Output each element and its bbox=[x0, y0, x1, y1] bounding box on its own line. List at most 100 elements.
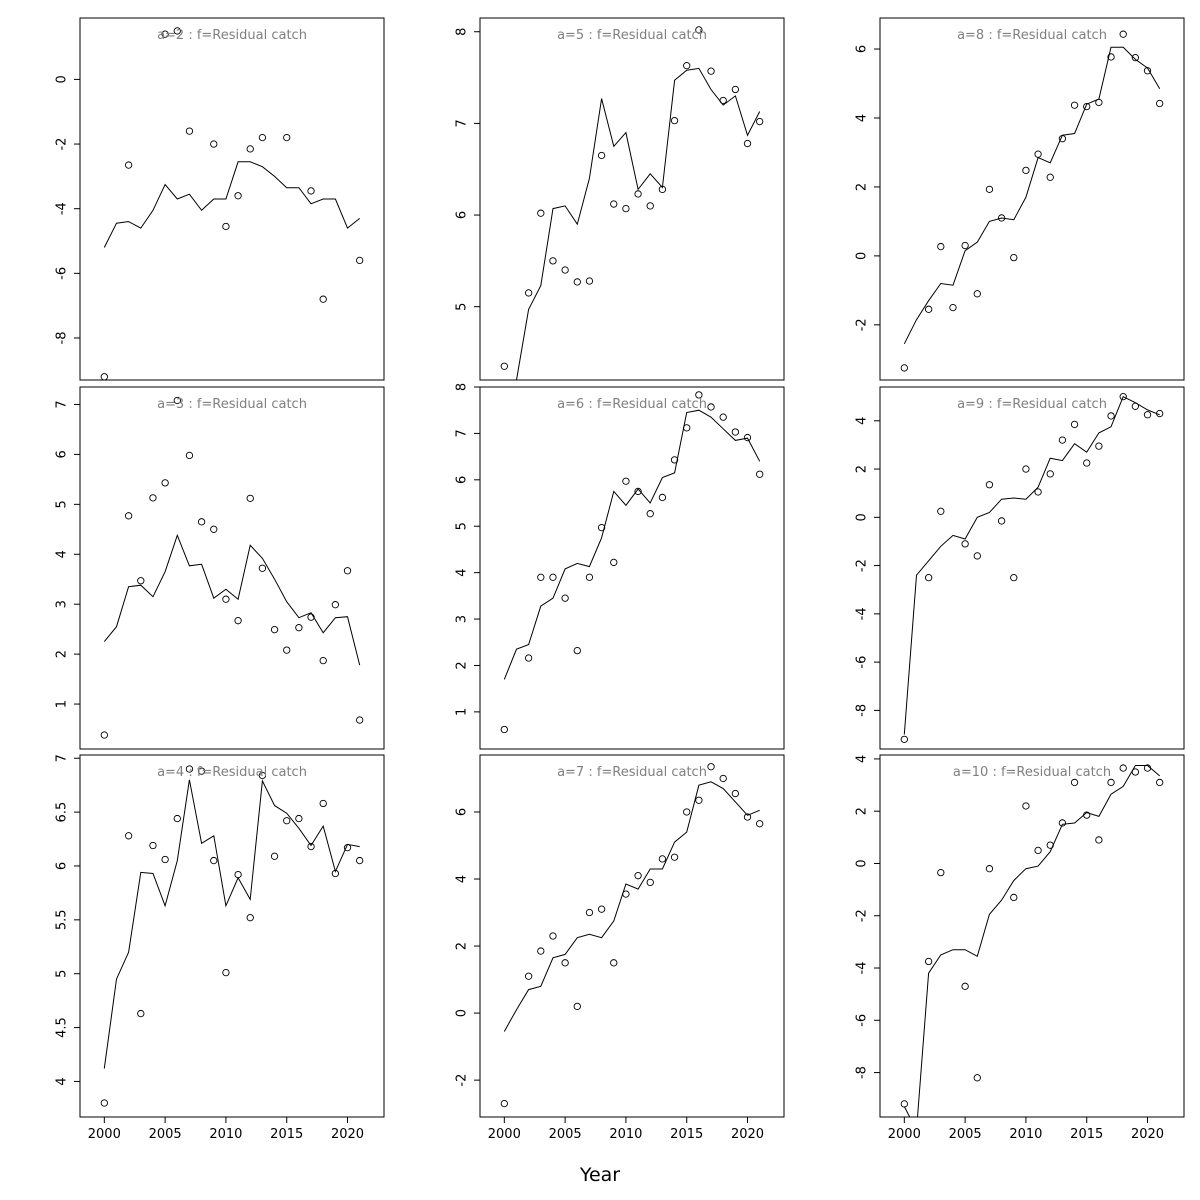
observed-point bbox=[100, 1099, 108, 1107]
panel-title: a=6 : f=Residual catch bbox=[557, 397, 707, 412]
observed-point bbox=[246, 494, 254, 502]
observed-point bbox=[756, 470, 764, 478]
observed-point bbox=[670, 456, 679, 464]
plot-frame bbox=[79, 754, 385, 1118]
panel-grid: -8 -6 -4 -2 0 a=2 : f=Residual catch 5 6 7 8 a=5 :… bbox=[55, 17, 1185, 1142]
plot-frame bbox=[79, 386, 385, 750]
plot-frame bbox=[479, 754, 785, 1118]
observed-point bbox=[1107, 778, 1115, 787]
observed-point bbox=[319, 295, 327, 303]
observed-point bbox=[937, 868, 945, 877]
observed-point bbox=[100, 731, 108, 739]
observed-point bbox=[549, 573, 557, 581]
observed-point bbox=[234, 870, 242, 879]
y-tick-label: 5 bbox=[55, 500, 70, 508]
panel-3: 1 2 3 4 5 6 7 a=3 : f=Residual catch bbox=[55, 386, 385, 750]
observed-point bbox=[597, 905, 606, 913]
observed-point bbox=[634, 872, 642, 880]
observed-point bbox=[1156, 778, 1164, 787]
fitted-line bbox=[903, 765, 1161, 1117]
y-tick-label: 4 bbox=[55, 550, 70, 558]
y-tick-label: 2 bbox=[855, 465, 870, 473]
y-tick-label: 4 bbox=[55, 1077, 70, 1085]
observed-point bbox=[731, 85, 740, 94]
observed-point bbox=[295, 814, 303, 823]
plot-frame bbox=[879, 386, 1185, 750]
panel-title: a=10 : f=Residual catch bbox=[953, 765, 1111, 780]
observed-point bbox=[137, 577, 145, 585]
observed-point bbox=[731, 789, 740, 798]
observed-point bbox=[137, 1009, 145, 1018]
observed-point bbox=[658, 185, 667, 194]
y-tick-label: -2 bbox=[855, 318, 870, 331]
panel-title: a=7 : f=Residual catch bbox=[557, 765, 707, 780]
y-tick-label: 7 bbox=[455, 429, 470, 437]
y-tick-label: -2 bbox=[855, 559, 870, 572]
observed-point bbox=[658, 493, 667, 502]
observed-point bbox=[1058, 436, 1067, 444]
y-tick-label: 7 bbox=[55, 400, 70, 408]
observed-point bbox=[610, 959, 618, 967]
y-tick-label: 2 bbox=[855, 807, 870, 815]
observed-point bbox=[1058, 819, 1067, 827]
observed-point bbox=[719, 774, 727, 783]
y-tick-label: -2 bbox=[455, 1074, 470, 1087]
y-tick-label: 5 bbox=[455, 522, 470, 530]
observed-point bbox=[1156, 409, 1164, 418]
y-tick-label: -6 bbox=[855, 1014, 870, 1027]
fitted-line bbox=[103, 779, 360, 1069]
observed-point bbox=[1034, 846, 1042, 855]
y-tick-label: 2 bbox=[455, 942, 470, 950]
x-tick-label: 2000 bbox=[88, 1127, 121, 1142]
y-tick-label: -6 bbox=[55, 267, 70, 280]
x-tick-label: 2000 bbox=[488, 1127, 521, 1142]
observed-point bbox=[1034, 488, 1042, 496]
observed-point bbox=[561, 266, 569, 274]
observed-point bbox=[356, 256, 364, 265]
observed-point bbox=[1010, 253, 1018, 262]
observed-point bbox=[683, 62, 691, 70]
observed-point bbox=[1010, 574, 1018, 582]
x-tick-label: 2010 bbox=[609, 1127, 642, 1142]
observed-point bbox=[307, 613, 315, 621]
y-tick-label: 6 bbox=[455, 476, 470, 484]
y-tick-label: 4 bbox=[855, 755, 870, 763]
observed-point bbox=[307, 187, 315, 195]
observed-point bbox=[743, 139, 752, 148]
x-tick-label: 2010 bbox=[1009, 1127, 1042, 1142]
observed-point bbox=[197, 767, 206, 775]
observed-point bbox=[124, 832, 133, 840]
observed-point bbox=[924, 305, 933, 313]
observed-point bbox=[161, 855, 169, 864]
y-tick-label: -8 bbox=[855, 1066, 870, 1079]
y-tick-label: 4 bbox=[455, 569, 470, 577]
observed-point bbox=[695, 391, 703, 399]
observed-point bbox=[100, 373, 108, 380]
observed-point bbox=[246, 145, 254, 153]
observed-point bbox=[670, 116, 679, 125]
observed-point bbox=[356, 856, 364, 865]
plot-frame bbox=[479, 17, 785, 381]
y-tick-label: 5 bbox=[55, 970, 70, 978]
observed-point bbox=[646, 202, 654, 210]
y-tick-label: 4 bbox=[855, 114, 870, 122]
x-tick-label: 2015 bbox=[1070, 1127, 1103, 1142]
observed-point bbox=[537, 573, 545, 581]
observed-point bbox=[585, 277, 594, 285]
observed-point bbox=[646, 878, 654, 887]
panel-6: 4 4.5 5 5.5 6 6.5 7 2000 2005 2010 2015 2020 a=4 : f… bbox=[55, 754, 385, 1142]
observed-point bbox=[258, 564, 267, 572]
observed-point bbox=[1046, 470, 1054, 478]
observed-point bbox=[997, 517, 1006, 525]
plot-frame bbox=[879, 754, 1185, 1118]
observed-point bbox=[707, 67, 715, 75]
observed-point bbox=[622, 477, 630, 485]
fitted-line bbox=[503, 409, 761, 680]
y-tick-label: 5.5 bbox=[55, 909, 70, 930]
observed-point bbox=[1070, 101, 1079, 109]
observed-point bbox=[731, 428, 740, 436]
observed-point bbox=[185, 765, 194, 773]
observed-point bbox=[1107, 53, 1115, 61]
observed-point bbox=[973, 290, 981, 298]
y-tick-label: 8 bbox=[455, 383, 470, 391]
